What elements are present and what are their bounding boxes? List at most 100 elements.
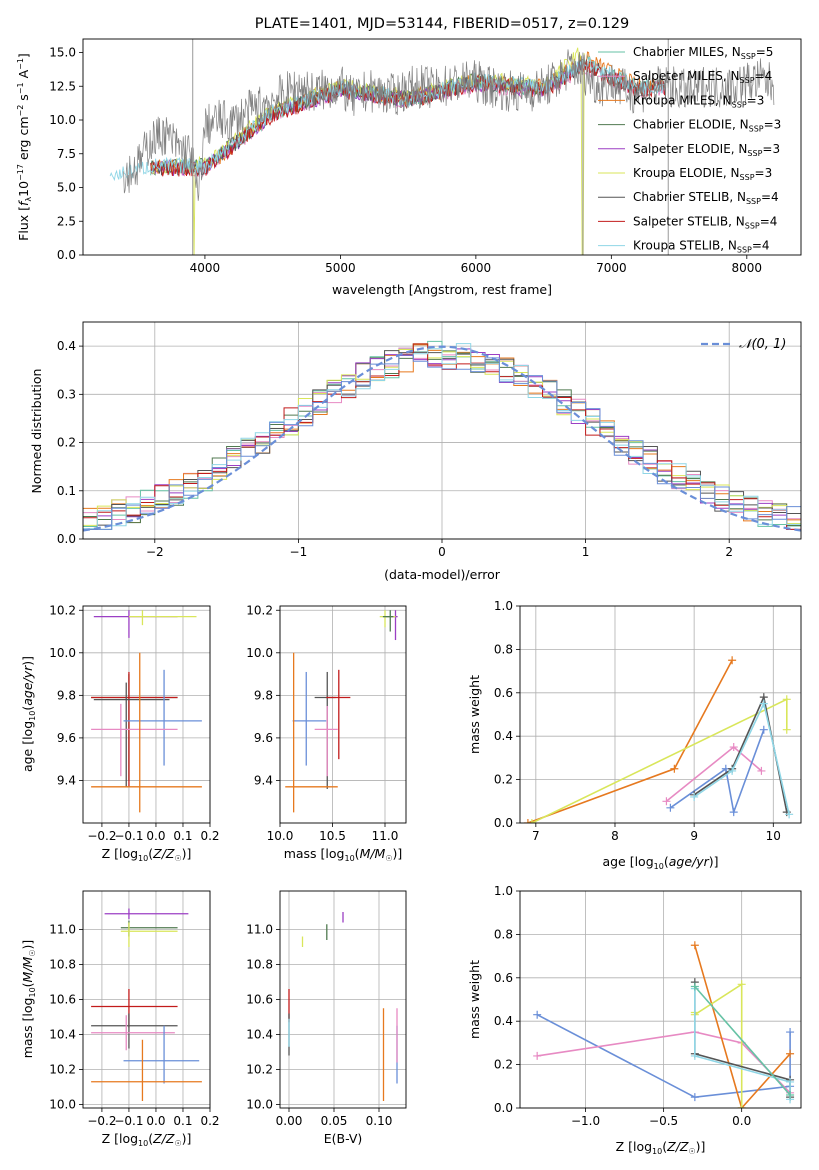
y-tick-label: 9.8 [57,688,76,702]
data-point [786,1049,795,1058]
y-tick-label: 10.6 [49,993,76,1007]
axes-front: 7 8 9 10 0.0 0.2 0.4 0.6 0.8 1.0 [494,599,802,843]
axes-frame [82,605,211,824]
x-tick-label: 0.00 [276,1114,303,1128]
y-tick-label: 0.2 [494,1058,513,1072]
axes-front: 10.0 10.5 11.0 9.4 9.6 9.8 10.0 10.2 [246,603,407,843]
x-axis-label: wavelength [Angstrom, rest frame] [332,282,552,297]
legend-entry: Chabrier ELODIE, NSSP=3 [633,118,781,134]
data-point [533,1051,542,1060]
y-tick-label: 15.0 [49,46,76,60]
legend-entry: Salpeter STELIB, NSSP=4 [633,214,777,230]
x-tick-label: 0 [438,545,446,559]
x-tick-label: −1 [290,545,308,559]
spectrum-legend: Chabrier MILES, NSSP=5 Salpeter MILES, NS… [598,45,781,255]
weight-line [693,982,743,1108]
weight-line [694,985,791,1096]
x-tick-label: 0.0 [146,1114,165,1128]
y-tick-label: 0.2 [494,773,513,787]
y-tick-label: 9.8 [254,688,273,702]
data-point [527,819,536,823]
normal-curve [83,345,801,532]
y-tick-label: 9.6 [254,731,273,745]
axes-frame [519,890,802,1109]
x-tick-label: −2 [146,545,164,559]
axes-front: −1.0 −0.5 0.0 0.0 0.2 0.4 0.6 0.8 1.0 [494,884,802,1128]
weight-line [669,729,765,816]
y-tick-label: 0.6 [494,686,513,700]
axes-front: −0.2−0.1 0.0 0.1 0.2 10.0 10.2 10.4 10.6 10.8 11.… [49,890,220,1128]
data-point [523,819,532,823]
axes-frame [82,321,802,540]
y-tick-label: 10.4 [246,1028,273,1042]
y-tick-label: 9.4 [57,773,76,787]
y-axis-label: age [log10(age/yr)] [20,656,37,772]
legend-entry: Chabrier STELIB, NSSP=4 [633,190,779,206]
y-tick-label: 1.0 [494,884,513,898]
data-point [737,980,746,989]
legend-entry: Kroupa MILES, NSSP=3 [633,93,764,109]
data-point [728,656,737,665]
y-tick-label: 0.6 [494,971,513,985]
y-tick-label: 0.0 [57,532,76,546]
y-tick-label: 0.2 [57,436,76,450]
y-tick-label: 5.0 [57,181,76,195]
x-tick-label: −0.5 [649,1114,678,1128]
residual-axes: −2 −1 0 1 2 0.0 0.1 0.2 0.3 0.4 [57,321,802,559]
x-tick-label: 0.1 [173,829,192,843]
legend-entry: Kroupa STELIB, NSSP=4 [633,239,770,255]
x-tick-label: 7000 [596,261,627,275]
weight-line [693,988,791,1100]
y-tick-label: 0.1 [57,484,76,498]
y-tick-label: 0.4 [494,1014,513,1028]
y-tick-label: 10.2 [246,603,273,617]
y-axis-label: mass weight [467,675,482,754]
y-tick-label: 10.0 [49,646,76,660]
y-axis-label: mass [log10(M/M☉)] [20,940,37,1059]
axes-front: 4000 5000 6000 7000 8000 0.0 2.5 5.0 7.5 10.0 12.5… [49,38,802,275]
y-tick-label: 10.0 [49,113,76,127]
plot-area [288,912,398,1101]
axes-frame [519,605,802,824]
x-tick-label: −0.2 [87,1114,116,1128]
x-axis-label: Z [log10(Z/Z☉)] [616,1139,706,1156]
plot-area [91,610,202,813]
x-tick-label: −0.2 [87,829,116,843]
y-tick-label: 10.0 [49,1098,76,1112]
x-axis-label: E(B-V) [324,1131,363,1146]
data-point [666,803,675,812]
y-tick-label: 2.5 [57,214,76,228]
data-point [690,1093,699,1102]
plot-area [91,908,202,1101]
y-tick-label: 0.0 [494,1101,513,1115]
data-point [662,797,671,806]
x-tick-label: 5000 [325,261,356,275]
y-axis-label: Flux [fλ10−17 erg cm−2 s−1 A−1] [16,53,33,241]
weight_vs_age-axes: 7 8 9 10 0.0 0.2 0.4 0.6 0.8 1.0 [494,599,802,843]
data-point [786,1090,795,1099]
data-point [786,1028,795,1037]
x-tick-label: 6000 [461,261,492,275]
y-tick-label: 10.2 [49,603,76,617]
plot-area [83,340,801,532]
legend-entry: Salpeter ELODIE, NSSP=3 [633,142,780,158]
y-tick-label: 1.0 [494,599,513,613]
y-tick-label: 0.0 [494,816,513,830]
x-tick-label: 10.5 [319,829,346,843]
x-axis-label: age [log10(age/yr)] [602,854,718,871]
plot-area [523,656,794,823]
spectrum-axes: 4000 5000 6000 7000 8000 0.0 2.5 5.0 7.5 10.0 12.5… [49,38,802,275]
y-tick-label: 0.8 [494,642,513,656]
data-point [690,941,699,950]
weight-line [694,945,791,1108]
x-axis-label: mass [log10(M/M☉)] [284,846,403,863]
mass_vs_Z-axes: −0.2−0.1 0.0 0.1 0.2 10.0 10.2 10.4 10.6 10.8 11.… [49,890,220,1128]
y-tick-label: 10.0 [246,1098,273,1112]
x-tick-label: 0.2 [200,1114,219,1128]
y-tick-label: 11.0 [49,923,76,937]
y-tick-label: 10.6 [246,993,273,1007]
data-point [782,695,791,704]
y-tick-label: 0.4 [57,339,76,353]
legend-entry: Kroupa ELODIE, NSSP=3 [633,166,772,182]
